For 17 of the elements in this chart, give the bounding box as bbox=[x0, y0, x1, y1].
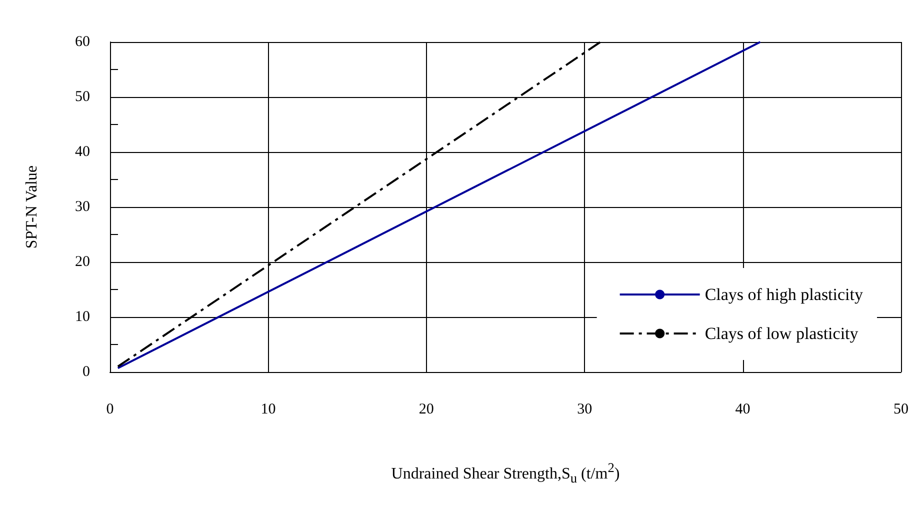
y-tick-label: 40 bbox=[75, 144, 90, 160]
y-tick-label: 50 bbox=[75, 89, 90, 105]
legend-label: Clays of low plasticity bbox=[704, 324, 859, 343]
x-tick-label: 30 bbox=[577, 402, 592, 418]
y-tick-label: 10 bbox=[75, 309, 90, 325]
x-axis-title: Undrained Shear Strength,S$_{u}$ (t/m$^{2}$) bbox=[390, 460, 621, 487]
x-tick-label: 0 bbox=[106, 402, 114, 418]
x-tick-label: 50 bbox=[894, 402, 908, 418]
x-tick-label: 40 bbox=[735, 402, 750, 418]
y-tick-label: 20 bbox=[75, 254, 90, 270]
x-tick-label: 10 bbox=[260, 402, 276, 418]
legend-label: Clays of high plasticity bbox=[704, 285, 864, 304]
y-tick-label: 30 bbox=[75, 199, 90, 215]
y-tick-label: 0 bbox=[82, 364, 90, 380]
y-tick-label: 60 bbox=[75, 34, 90, 50]
x-tick-label: 20 bbox=[418, 402, 434, 418]
y-axis-title: SPT-N Value bbox=[24, 165, 40, 249]
